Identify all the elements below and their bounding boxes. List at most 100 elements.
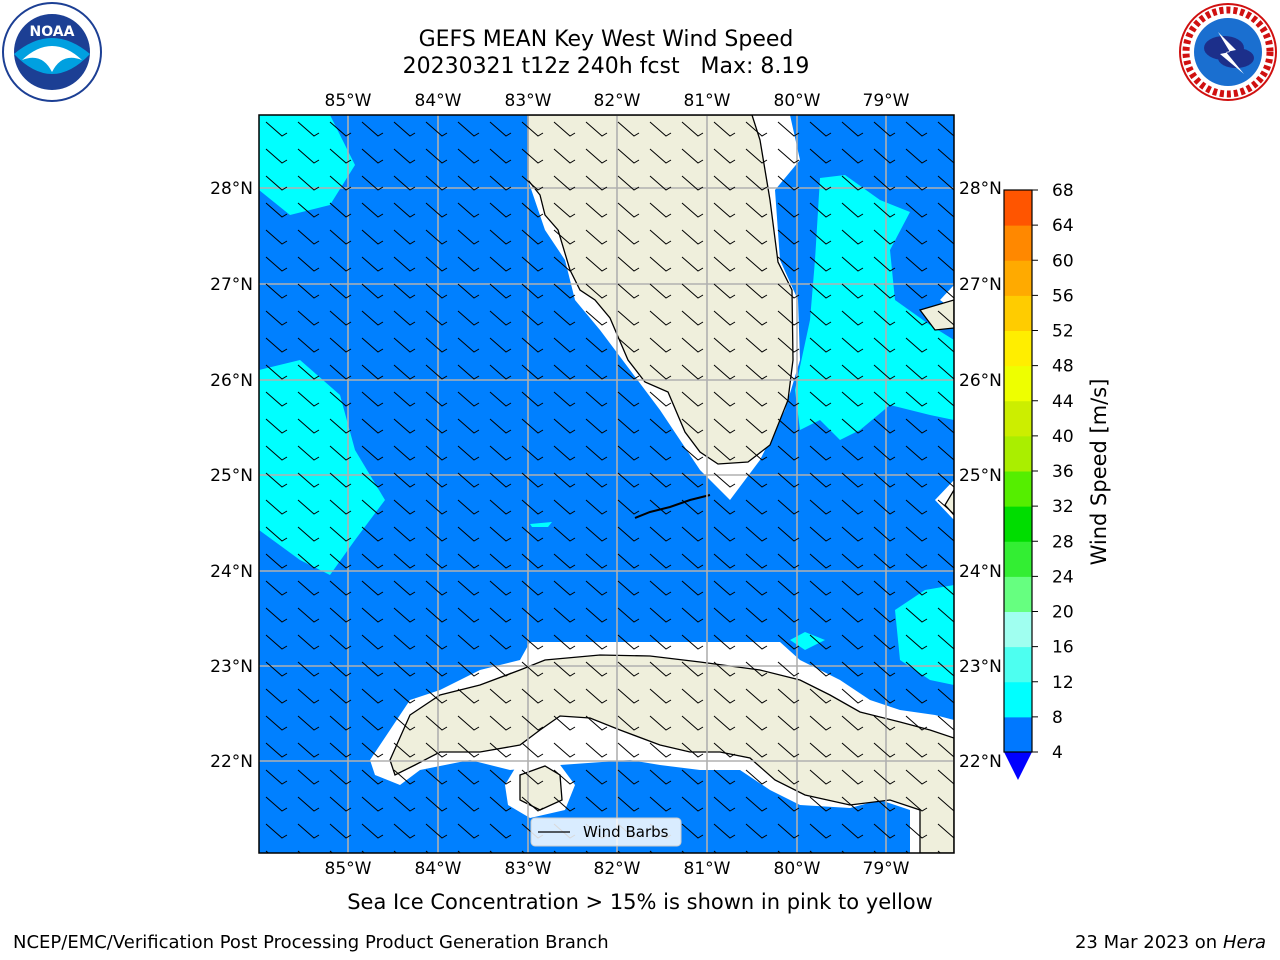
lon-label-bottom: 83°W (505, 859, 552, 879)
wind-barb (649, 607, 672, 623)
wind-barb (649, 310, 672, 326)
lon-label-top: 81°W (684, 91, 731, 111)
wind-barb (489, 688, 512, 704)
wind-barb (809, 499, 832, 515)
wind-barb (617, 607, 640, 623)
wind-barb (265, 472, 288, 488)
wind-barb (905, 310, 928, 326)
wind-barb (649, 715, 672, 731)
wind-barb (841, 661, 864, 677)
wind-barb (745, 607, 768, 623)
wind-barb (265, 742, 288, 758)
colorbar-tick-label: 48 (1052, 357, 1074, 377)
wind-barb (841, 121, 864, 137)
wind-barb (457, 202, 480, 218)
wind-barb (457, 688, 480, 704)
colorbar-tick-label: 36 (1052, 462, 1074, 482)
wind-barb (393, 364, 416, 380)
wind-barb (585, 121, 608, 137)
wind-barb (905, 391, 928, 407)
colorbar-tick-label: 28 (1052, 532, 1074, 552)
lon-label-bottom: 80°W (774, 859, 821, 879)
wind-barb (329, 580, 352, 596)
wind-barb (809, 148, 832, 164)
wind-barb (873, 661, 896, 677)
wind-barb (585, 337, 608, 353)
wind-barb (937, 715, 954, 731)
colorbar-segment (1004, 400, 1032, 437)
wind-barb (521, 148, 544, 164)
wind-barb (329, 175, 352, 191)
wind-barb (361, 769, 384, 785)
lat-label-left: 24°N (210, 562, 253, 582)
wind-barb (585, 526, 608, 542)
lat-label-right: 22°N (959, 752, 1002, 772)
wind-barb (297, 472, 320, 488)
wind-barb (617, 715, 640, 731)
wind-barb (937, 661, 954, 677)
colorbar-segment (1004, 330, 1032, 367)
wind-barb (937, 337, 954, 353)
wind-barb (457, 796, 480, 812)
wind-barb (457, 148, 480, 164)
wind-barb (617, 202, 640, 218)
wind-barb (585, 391, 608, 407)
wind-barb (329, 148, 352, 164)
wind-barb (745, 418, 768, 434)
colorbar-segment (1004, 190, 1032, 226)
wind-barb (553, 796, 576, 812)
colorbar-segment (1004, 716, 1032, 753)
wind-barb (265, 634, 288, 650)
wind-barb (937, 229, 954, 245)
wind-barb (777, 769, 800, 785)
lat-label-right: 28°N (959, 179, 1002, 199)
map-title-line2: 20230321 t12z 240h fcst Max: 8.19 (402, 54, 810, 79)
wind-barb (425, 121, 448, 137)
wind-barb (393, 580, 416, 596)
wind-barb (617, 418, 640, 434)
wind-barb (809, 634, 832, 650)
wind-barb (745, 580, 768, 596)
wind-barb (329, 499, 352, 515)
wind-barb (457, 391, 480, 407)
wind-barb (841, 796, 864, 812)
wind-barb (553, 634, 576, 650)
wind-barb (905, 337, 928, 353)
wind-barb (361, 796, 384, 812)
wind-barb (937, 283, 954, 299)
wind-barb (841, 391, 864, 407)
wind-barb (361, 283, 384, 299)
wind-barb (521, 202, 544, 218)
wind-barb (297, 661, 320, 677)
wind-barb (937, 148, 954, 164)
wind-barb (873, 175, 896, 191)
wind-barb (553, 445, 576, 461)
wind-barb (489, 364, 512, 380)
wind-barb (841, 688, 864, 704)
wind-region-west (259, 360, 385, 575)
wind-barb (297, 526, 320, 542)
lat-label-right: 25°N (959, 466, 1002, 486)
wind-barb (265, 580, 288, 596)
wind-barb (809, 337, 832, 353)
colorbar-segment (1004, 435, 1032, 472)
wind-barb (457, 526, 480, 542)
wind-barb (777, 499, 800, 515)
wind-barb (265, 526, 288, 542)
colorbar-label: Wind Speed [m/s] (1087, 379, 1111, 566)
wind-barb (265, 121, 288, 137)
wind-barb (617, 580, 640, 596)
wind-barb (649, 148, 672, 164)
wind-barb (521, 256, 544, 272)
wind-barb (681, 229, 704, 245)
wind-barb (585, 283, 608, 299)
lon-label-bottom: 85°W (325, 859, 372, 879)
wind-barb (745, 121, 768, 137)
wind-barb (873, 553, 896, 569)
colorbar-tick-label: 52 (1052, 322, 1074, 342)
wind-barb (937, 202, 954, 218)
wind-barb (457, 445, 480, 461)
wind-barb (553, 175, 576, 191)
wind-barb (489, 634, 512, 650)
wind-barb (905, 769, 928, 785)
